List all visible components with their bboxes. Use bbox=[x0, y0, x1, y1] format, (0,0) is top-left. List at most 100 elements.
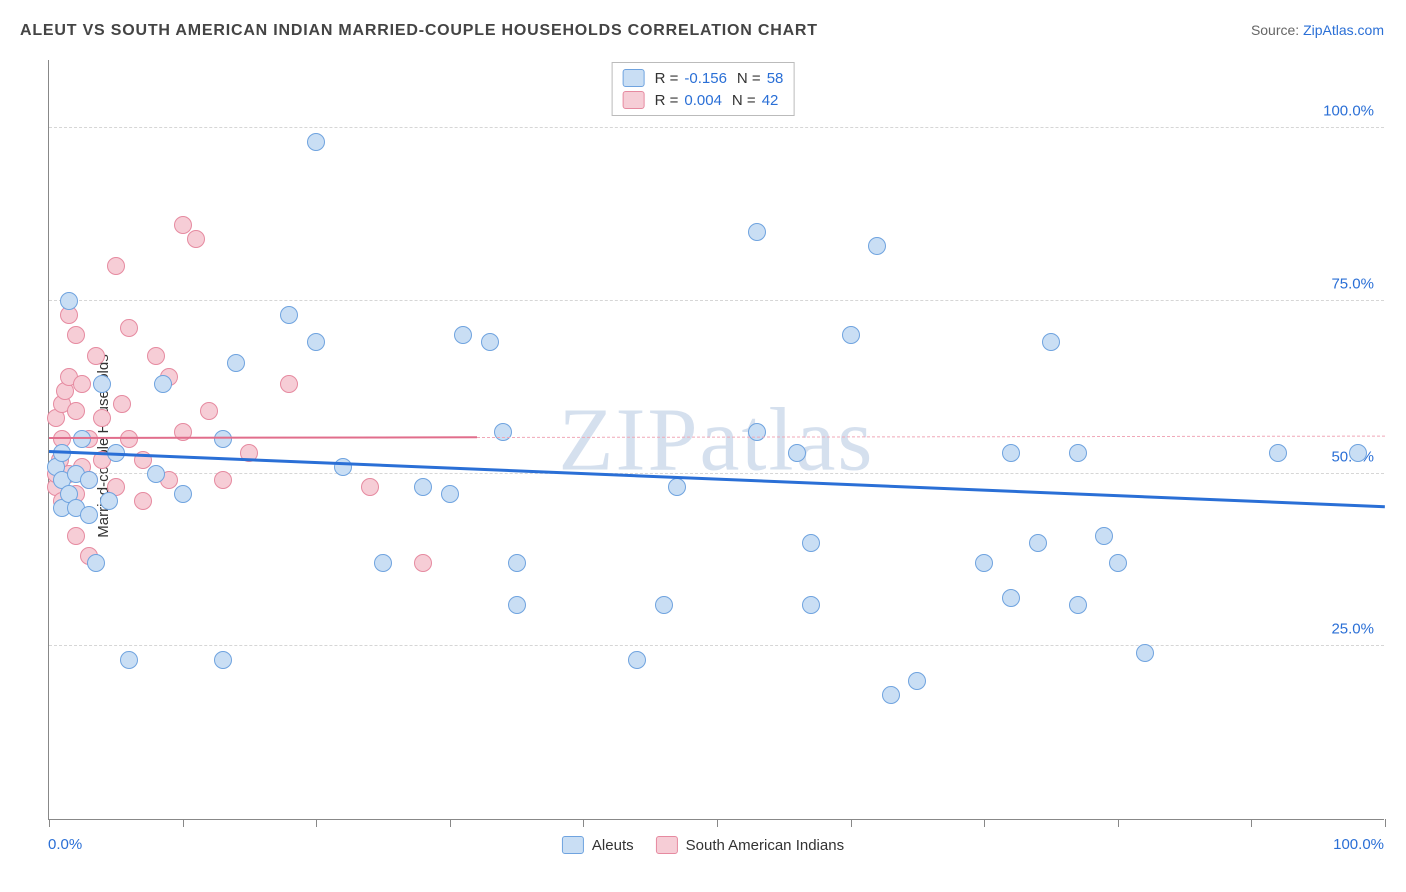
sai-point bbox=[414, 554, 432, 572]
sai-point bbox=[93, 409, 111, 427]
aleuts-point bbox=[93, 375, 111, 393]
aleuts-point bbox=[1002, 444, 1020, 462]
legend-item-sai: South American Indians bbox=[656, 836, 844, 854]
aleuts-point bbox=[1269, 444, 1287, 462]
aleuts-point bbox=[414, 478, 432, 496]
gridline bbox=[49, 300, 1384, 301]
aleuts-point bbox=[1002, 589, 1020, 607]
sai-trendline bbox=[49, 436, 477, 439]
aleuts-point bbox=[307, 333, 325, 351]
aleuts-point bbox=[628, 651, 646, 669]
sai-point bbox=[214, 471, 232, 489]
aleuts-point bbox=[668, 478, 686, 496]
sai-point bbox=[67, 527, 85, 545]
sai-point bbox=[67, 326, 85, 344]
aleuts-point bbox=[1042, 333, 1060, 351]
aleuts-point bbox=[748, 423, 766, 441]
x-tick bbox=[450, 819, 451, 827]
aleuts-point bbox=[975, 554, 993, 572]
n-label: N = bbox=[737, 70, 761, 87]
legend-item-aleuts: Aleuts bbox=[562, 836, 634, 854]
aleuts-r-value: -0.156 bbox=[684, 70, 727, 87]
aleuts-point bbox=[120, 651, 138, 669]
aleuts-trendline bbox=[49, 450, 1385, 508]
chart-container: { "title": "ALEUT VS SOUTH AMERICAN INDI… bbox=[0, 0, 1406, 892]
aleuts-point bbox=[80, 471, 98, 489]
n-label: N = bbox=[732, 92, 756, 109]
sai-point bbox=[134, 492, 152, 510]
sai-point bbox=[120, 319, 138, 337]
sai-point bbox=[200, 402, 218, 420]
legend-stats-row-sai: R = 0.004 N = 42 bbox=[623, 89, 784, 111]
sai-point bbox=[87, 347, 105, 365]
sai-trendline-extrapolated bbox=[477, 436, 1385, 438]
aleuts-point bbox=[908, 672, 926, 690]
aleuts-point bbox=[214, 651, 232, 669]
r-label: R = bbox=[655, 70, 679, 87]
source-link[interactable]: ZipAtlas.com bbox=[1303, 22, 1384, 38]
legend-stats-row-aleuts: R = -0.156 N = 58 bbox=[623, 67, 784, 89]
sai-point bbox=[361, 478, 379, 496]
sai-swatch bbox=[656, 836, 678, 854]
aleuts-point bbox=[748, 223, 766, 241]
aleuts-point bbox=[802, 596, 820, 614]
sai-swatch bbox=[623, 91, 645, 109]
aleuts-point bbox=[1029, 534, 1047, 552]
aleuts-point bbox=[227, 354, 245, 372]
x-tick bbox=[1118, 819, 1119, 827]
sai-point bbox=[187, 230, 205, 248]
aleuts-n-value: 58 bbox=[767, 70, 784, 87]
x-tick bbox=[183, 819, 184, 827]
sai-point bbox=[107, 257, 125, 275]
sai-point bbox=[67, 402, 85, 420]
legend-stats: R = -0.156 N = 58 R = 0.004 N = 42 bbox=[612, 62, 795, 116]
aleuts-point bbox=[508, 596, 526, 614]
gridline bbox=[49, 645, 1384, 646]
aleuts-point bbox=[882, 686, 900, 704]
sai-point bbox=[113, 395, 131, 413]
y-tick-label: 100.0% bbox=[1323, 103, 1374, 120]
aleuts-point bbox=[307, 133, 325, 151]
aleuts-point bbox=[1109, 554, 1127, 572]
x-axis-min-label: 0.0% bbox=[48, 836, 82, 853]
aleuts-point bbox=[1069, 444, 1087, 462]
sai-r-value: 0.004 bbox=[684, 92, 722, 109]
source-label: Source: ZipAtlas.com bbox=[1251, 22, 1384, 38]
sai-point bbox=[147, 347, 165, 365]
aleuts-point bbox=[481, 333, 499, 351]
aleuts-point bbox=[174, 485, 192, 503]
sai-point bbox=[120, 430, 138, 448]
aleuts-point bbox=[80, 506, 98, 524]
aleuts-point bbox=[868, 237, 886, 255]
aleuts-point bbox=[334, 458, 352, 476]
aleuts-point bbox=[494, 423, 512, 441]
aleuts-point bbox=[788, 444, 806, 462]
sai-point bbox=[280, 375, 298, 393]
y-tick-label: 75.0% bbox=[1331, 275, 1374, 292]
gridline bbox=[49, 473, 1384, 474]
x-tick bbox=[1385, 819, 1386, 827]
aleuts-point bbox=[1349, 444, 1367, 462]
aleuts-point bbox=[73, 430, 91, 448]
r-label: R = bbox=[655, 92, 679, 109]
sai-n-value: 42 bbox=[762, 92, 779, 109]
sai-label: South American Indians bbox=[686, 837, 844, 854]
aleuts-swatch bbox=[562, 836, 584, 854]
aleuts-point bbox=[842, 326, 860, 344]
source-prefix: Source: bbox=[1251, 22, 1303, 38]
x-tick bbox=[49, 819, 50, 827]
x-tick bbox=[316, 819, 317, 827]
aleuts-point bbox=[60, 292, 78, 310]
aleuts-point bbox=[441, 485, 459, 503]
legend-series: Aleuts South American Indians bbox=[562, 836, 844, 854]
plot-area: ZIPatlas 25.0%50.0%75.0%100.0% bbox=[48, 60, 1384, 820]
x-axis-max-label: 100.0% bbox=[1333, 836, 1384, 853]
aleuts-point bbox=[374, 554, 392, 572]
aleuts-point bbox=[147, 465, 165, 483]
aleuts-point bbox=[1095, 527, 1113, 545]
x-tick bbox=[984, 819, 985, 827]
aleuts-point bbox=[802, 534, 820, 552]
aleuts-point bbox=[280, 306, 298, 324]
aleuts-point bbox=[1069, 596, 1087, 614]
aleuts-point bbox=[508, 554, 526, 572]
